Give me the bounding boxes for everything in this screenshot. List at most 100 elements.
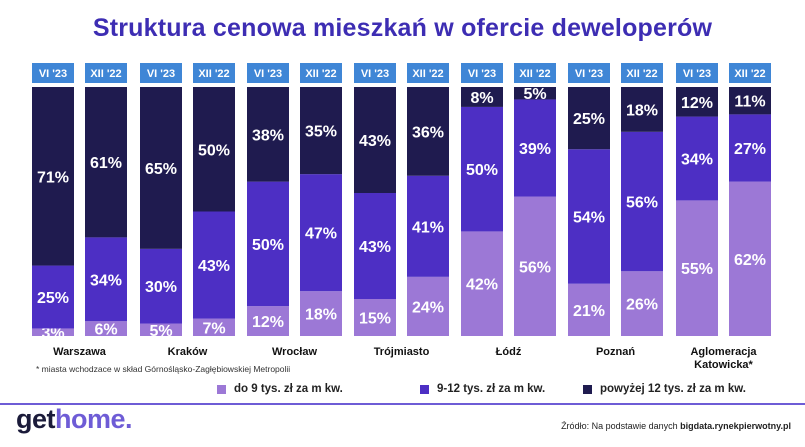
- data-label-mid: 43%: [359, 239, 391, 256]
- period-header: [568, 63, 610, 83]
- data-label-high: 25%: [573, 111, 605, 128]
- legend-swatch-high: [583, 384, 592, 394]
- bar-segment-low: [140, 323, 182, 336]
- data-label-low: 55%: [681, 261, 713, 278]
- bar-segment-mid: [85, 237, 127, 322]
- period-header: [85, 63, 127, 83]
- city-label: Łódź: [496, 346, 522, 358]
- period-header: [193, 63, 235, 83]
- bar-segment-low: [621, 271, 663, 336]
- data-label-mid: 27%: [734, 141, 766, 158]
- data-label-mid: 34%: [90, 272, 122, 289]
- bar-segment-mid: [354, 193, 396, 300]
- data-label-low: 18%: [305, 307, 337, 324]
- period-header: [676, 63, 718, 83]
- logo-part-2: home.: [55, 404, 133, 434]
- legend-item-high: powyżej 12 tys. zł za m kw.: [583, 383, 746, 395]
- bar-segment-mid: [621, 131, 663, 272]
- gethome-logo: gethome.: [16, 404, 133, 435]
- bar-segment-mid: [407, 175, 449, 277]
- bar-segment-low: [568, 283, 610, 336]
- data-label-low: 24%: [412, 299, 444, 316]
- city-label: Kraków: [168, 346, 208, 358]
- city-label: Wrocław: [272, 346, 317, 358]
- bar-segment-high: [729, 87, 771, 115]
- data-label-high: 43%: [359, 133, 391, 150]
- data-label-mid: 54%: [573, 209, 605, 226]
- footnote: * miasta wchodzace w skład Górnośląsko-Z…: [36, 364, 291, 374]
- data-label-high: 61%: [90, 155, 122, 172]
- chart-title: Struktura cenowa mieszkań w ofercie dewe…: [92, 14, 713, 42]
- bar-segment-low: [300, 291, 342, 336]
- period-header-label: XII '22: [412, 68, 443, 80]
- data-label-low: 7%: [202, 320, 225, 337]
- data-label-mid: 41%: [412, 219, 444, 236]
- period-header: [140, 63, 182, 83]
- period-header-label: XII '22: [519, 68, 550, 80]
- bar-segment-high: [676, 87, 718, 117]
- period-header-label: VI '23: [147, 68, 175, 80]
- period-header: [407, 63, 449, 83]
- legend: do 9 tys. zł za m kw. 9-12 tys. zł za m …: [0, 383, 805, 399]
- bar-segment-low: [32, 328, 74, 336]
- data-label-high: 71%: [37, 169, 69, 186]
- legend-swatch-low: [217, 384, 226, 394]
- city-label: Aglomeracja: [690, 346, 757, 358]
- stacked-bar-chart: VI '23 3% 25% 71% XII '22 6% 34% 61% Warszawa VI …: [32, 63, 771, 371]
- bar-segment-high: [621, 87, 663, 132]
- data-label-high: 35%: [305, 124, 337, 141]
- bar-segment-low: [461, 231, 503, 336]
- bar-segment-low: [729, 181, 771, 336]
- period-header-label: XII '22: [305, 68, 336, 80]
- period-header-label: XII '22: [90, 68, 121, 80]
- data-label-low: 3%: [41, 325, 64, 342]
- period-header: [32, 63, 74, 83]
- bar-segment-high: [461, 87, 503, 107]
- period-header-label: VI '23: [254, 68, 282, 80]
- source-prefix: Źródło: Na podstawie danych: [561, 421, 681, 431]
- city-label: Poznań: [596, 346, 635, 358]
- period-header-label: VI '23: [575, 68, 603, 80]
- bar-segment-high: [300, 87, 342, 175]
- bar-segment-mid: [247, 181, 289, 307]
- data-label-high: 18%: [626, 102, 658, 119]
- bar-segment-high: [568, 87, 610, 150]
- legend-swatch-mid: [420, 384, 429, 394]
- bar-segment-low: [514, 196, 556, 336]
- data-label-high: 65%: [145, 161, 177, 178]
- bar-segment-high: [514, 87, 556, 100]
- bar-segment-mid: [514, 99, 556, 197]
- data-label-high: 5%: [523, 86, 546, 103]
- data-label-low: 6%: [94, 322, 117, 339]
- legend-label-low: do 9 tys. zł za m kw.: [234, 383, 343, 395]
- bar-segment-high: [407, 87, 449, 176]
- bar-segment-mid: [568, 149, 610, 284]
- data-label-mid: 30%: [145, 279, 177, 296]
- logo-part-1: get: [16, 404, 56, 434]
- bar-segment-mid: [729, 114, 771, 182]
- period-header-label: XII '22: [734, 68, 765, 80]
- bar-segment-low: [247, 306, 289, 336]
- period-header-label: XII '22: [198, 68, 229, 80]
- period-header-label: VI '23: [361, 68, 389, 80]
- bar-segment-mid: [140, 248, 182, 324]
- data-label-mid: 47%: [305, 226, 337, 243]
- data-label-low: 21%: [573, 303, 605, 320]
- data-label-low: 26%: [626, 297, 658, 314]
- period-header: [621, 63, 663, 83]
- period-header-label: VI '23: [39, 68, 67, 80]
- data-label-high: 36%: [412, 124, 444, 141]
- data-label-high: 12%: [681, 95, 713, 112]
- bar-segment-low: [193, 318, 235, 336]
- data-label-mid: 50%: [466, 162, 498, 179]
- period-header: [247, 63, 289, 83]
- city-label: Warszawa: [53, 346, 107, 358]
- bar-segment-high: [140, 87, 182, 249]
- period-header: [514, 63, 556, 83]
- bar-segment-mid: [676, 116, 718, 201]
- data-label-low: 56%: [519, 259, 551, 276]
- data-label-mid: 39%: [519, 141, 551, 158]
- data-label-low: 62%: [734, 252, 766, 269]
- data-label-mid: 50%: [252, 237, 284, 254]
- legend-item-mid: 9-12 tys. zł za m kw.: [420, 383, 545, 395]
